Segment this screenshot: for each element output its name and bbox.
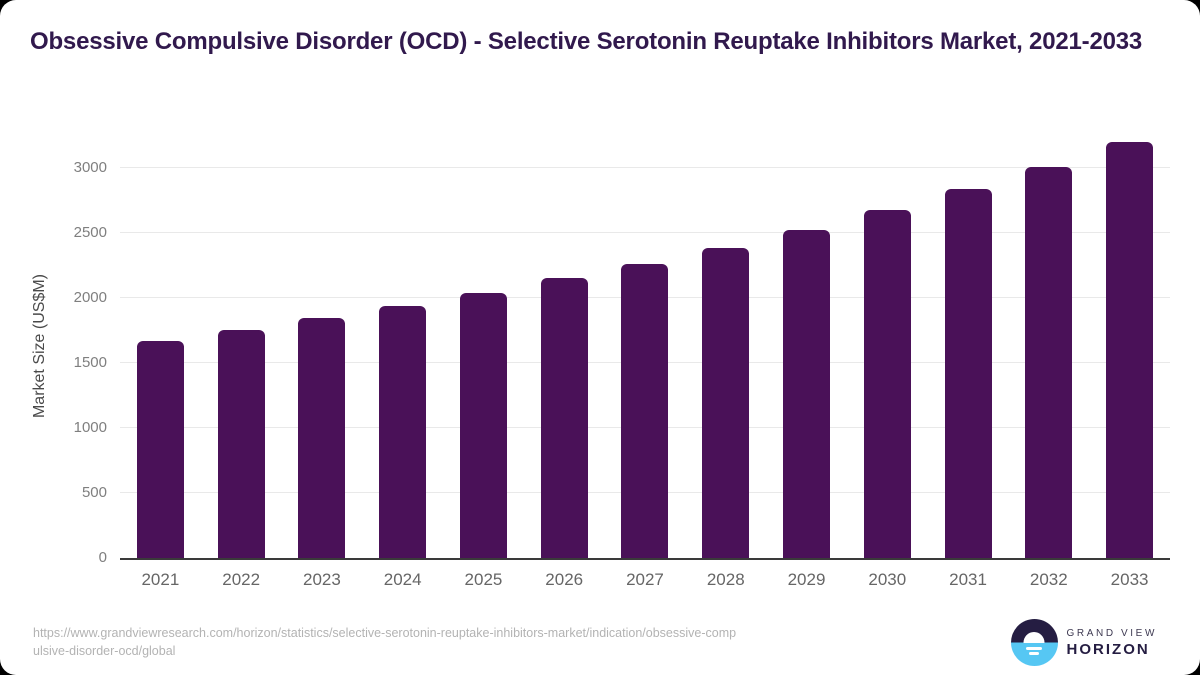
gridline: [120, 167, 1170, 168]
y-axis-tick-label: 3000: [73, 159, 107, 176]
plot-area: [120, 135, 1170, 560]
x-axis-label-2032: 2032: [1029, 570, 1068, 589]
bars-layer: [120, 135, 1170, 558]
bar-slot: [766, 135, 847, 558]
bar-slot: [1008, 135, 1089, 558]
bar-2025[interactable]: [459, 293, 507, 558]
bar-slot: [605, 135, 686, 558]
logo-text-horizon: HORIZON: [1066, 640, 1150, 658]
x-axis-labels: 2021 2022 2023 2024 2025 2026 2027 2028 2029 2030…: [120, 570, 1170, 590]
bar-2031[interactable]: [944, 189, 992, 558]
logo-text: GRAND VIEW HORIZON: [1067, 628, 1157, 658]
bar-slot: [201, 135, 282, 558]
y-axis-tick-label: 1500: [73, 354, 107, 371]
x-axis-label-2022: 2022: [222, 570, 261, 589]
bar-2028[interactable]: [702, 248, 750, 558]
bar-slot: [685, 135, 766, 558]
bar-2027[interactable]: [621, 264, 669, 558]
y-axis-tick-label: 0: [98, 549, 107, 566]
bar-slot: [120, 135, 201, 558]
x-axis-label-2025: 2025: [464, 570, 503, 589]
x-axis-label-2029: 2029: [787, 570, 826, 589]
x-axis-label-2021: 2021: [141, 570, 180, 589]
logo-text-grand-view: GRAND VIEW: [1066, 627, 1157, 639]
x-axis-label-2028: 2028: [706, 570, 745, 589]
grand-view-horizon-logo: GRAND VIEW HORIZON: [1010, 619, 1157, 666]
sun-reflection-line: [1026, 647, 1043, 650]
gridline: [120, 232, 1170, 233]
bar-2032[interactable]: [1025, 167, 1073, 558]
sun-reflection-line: [1029, 652, 1040, 655]
bar-slot: [362, 135, 443, 558]
source-url[interactable]: https://www.grandviewresearch.com/horizo…: [33, 626, 737, 658]
bar-2029[interactable]: [783, 230, 830, 558]
bar-slot: [1089, 135, 1170, 558]
bar-slot: [524, 135, 605, 558]
y-axis-tick-label: 2500: [73, 224, 107, 241]
horizon-logo-icon: [1010, 619, 1058, 666]
y-axis-tick-label: 1000: [73, 419, 107, 436]
x-axis-label-2026: 2026: [545, 570, 584, 589]
y-axis-tick-label: 2000: [73, 289, 107, 306]
bar-2021[interactable]: [136, 341, 184, 558]
chart-title: Obsessive Compulsive Disorder (OCD) - Se…: [30, 28, 1143, 55]
bar-2033[interactable]: [1106, 142, 1154, 558]
chart-area: 0 500 1000 1500 2000 2500 3000: [0, 135, 1170, 566]
bar-2026[interactable]: [540, 278, 588, 558]
bar-2022[interactable]: [217, 330, 265, 558]
bar-slot: [443, 135, 524, 558]
y-axis-tick-label: 500: [81, 484, 107, 501]
bar-slot: [928, 135, 1009, 558]
x-axis-label-2033: 2033: [1110, 570, 1149, 589]
bar-2023[interactable]: [298, 318, 346, 558]
bar-2030[interactable]: [863, 210, 911, 558]
bar-slot: [282, 135, 363, 558]
bar-slot: [847, 135, 928, 558]
sun-icon: [1023, 631, 1045, 643]
x-axis-label-2024: 2024: [383, 570, 422, 589]
x-axis-label-2031: 2031: [949, 570, 987, 589]
x-axis-label-2023: 2023: [303, 570, 341, 589]
x-axis-label-2030: 2030: [868, 570, 907, 589]
x-axis-label-2027: 2027: [626, 570, 664, 589]
bar-2024[interactable]: [379, 306, 427, 558]
